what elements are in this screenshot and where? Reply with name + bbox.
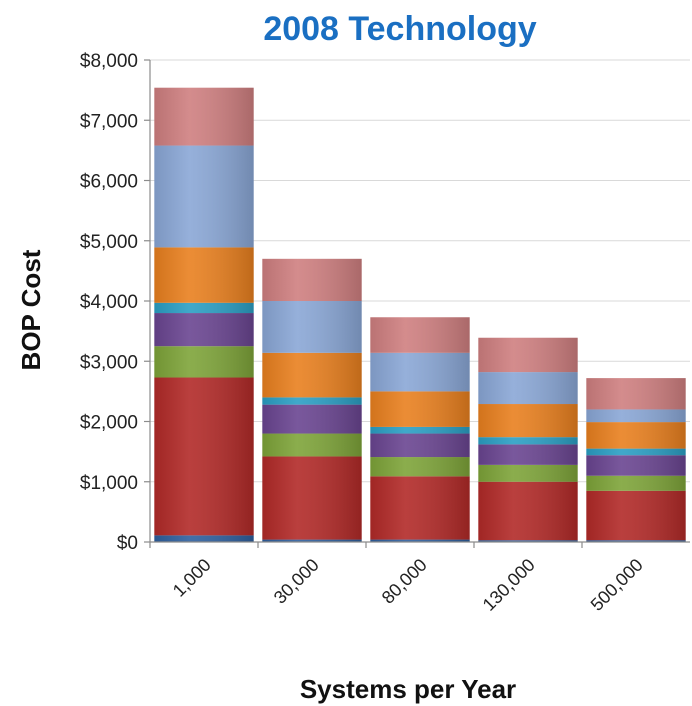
bar-shading bbox=[478, 337, 578, 542]
bar-stack bbox=[262, 258, 362, 542]
y-tick-label: $8,000 bbox=[80, 51, 138, 72]
y-axis-label: BOP Cost bbox=[16, 249, 46, 370]
x-tick-label: 30,000 bbox=[270, 555, 323, 608]
y-tick-label: $6,000 bbox=[80, 172, 138, 193]
bars bbox=[154, 87, 686, 542]
x-axis-label: Systems per Year bbox=[300, 674, 516, 704]
y-tick-labels: $0 $1,000 $2,000 $3,000 $4,000 $5,000 $6,000 $7… bbox=[80, 51, 150, 554]
bar-shading bbox=[262, 258, 362, 542]
y-tick-label: $5,000 bbox=[80, 232, 138, 253]
bar-stack bbox=[154, 87, 254, 542]
bar-shading bbox=[154, 87, 254, 542]
y-tick-label: $3,000 bbox=[80, 352, 138, 373]
y-tick-label: $1,000 bbox=[80, 473, 138, 494]
x-tick-label: 80,000 bbox=[378, 555, 431, 608]
bar-stack bbox=[586, 378, 686, 542]
x-tick-label: 1,000 bbox=[169, 555, 215, 601]
x-tick-labels: 1,000 30,000 80,000 130,000 500,000 bbox=[149, 542, 647, 615]
chart-title: 2008 Technology bbox=[263, 10, 536, 48]
y-tick-label: $0 bbox=[117, 533, 138, 554]
bar-stack bbox=[478, 337, 578, 542]
bar-shading bbox=[370, 317, 470, 542]
bar-shading bbox=[586, 378, 686, 542]
y-tick-label: $4,000 bbox=[80, 292, 138, 313]
y-tick-label: $2,000 bbox=[80, 413, 138, 434]
x-tick-label: 500,000 bbox=[587, 555, 647, 615]
y-tick-label: $7,000 bbox=[80, 111, 138, 132]
bar-stack bbox=[370, 317, 470, 542]
x-tick-label: 130,000 bbox=[479, 555, 539, 615]
